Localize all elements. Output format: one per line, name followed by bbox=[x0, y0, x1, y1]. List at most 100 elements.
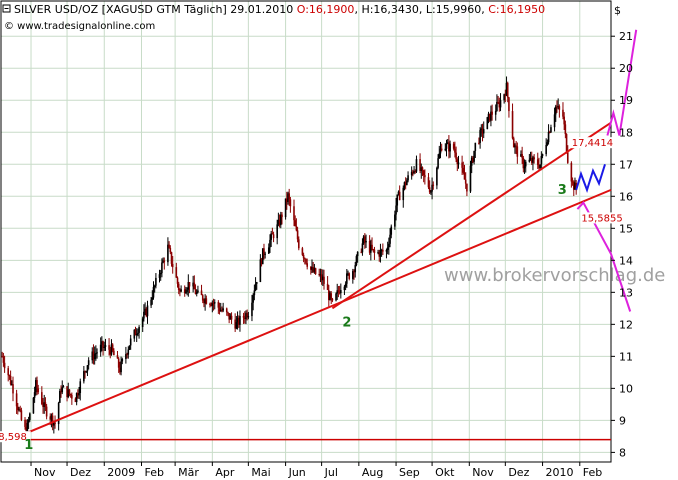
candle-body bbox=[272, 234, 275, 239]
x-tick-label: Feb bbox=[144, 466, 163, 479]
candle-body bbox=[394, 214, 396, 227]
candle-body bbox=[564, 124, 567, 135]
candle-body bbox=[213, 302, 216, 304]
candle-body bbox=[45, 406, 48, 417]
watermark-text: www.brokervorschlag.de bbox=[444, 265, 665, 286]
candle-body bbox=[364, 236, 366, 243]
candle-body bbox=[49, 416, 52, 420]
candle-body bbox=[7, 368, 10, 376]
candle-body bbox=[135, 334, 138, 336]
currency-label: $ bbox=[614, 4, 621, 17]
x-tick-label: Jul bbox=[324, 466, 338, 479]
candle-body bbox=[436, 167, 438, 186]
candle-body bbox=[41, 392, 43, 405]
candle-body bbox=[462, 167, 465, 173]
projection-magenta-up bbox=[606, 29, 638, 136]
candle-body bbox=[26, 422, 29, 438]
candle-body bbox=[245, 313, 247, 320]
wave-label: 3 bbox=[558, 183, 567, 198]
candle-body bbox=[75, 393, 78, 403]
candle-body bbox=[210, 304, 212, 306]
candle-body bbox=[183, 289, 186, 294]
projection-blue bbox=[575, 164, 606, 193]
candle-body bbox=[566, 152, 569, 163]
candle-body bbox=[498, 102, 501, 108]
candle-body bbox=[570, 162, 573, 182]
candle-body bbox=[370, 244, 372, 253]
candle-body bbox=[155, 277, 157, 286]
x-tick-label: 2009 bbox=[107, 466, 135, 479]
projection-magenta-down bbox=[576, 201, 632, 312]
candle-body bbox=[50, 415, 53, 420]
candle-body bbox=[36, 380, 38, 389]
candle-body bbox=[455, 152, 457, 160]
candle-body bbox=[565, 134, 568, 153]
candle-body bbox=[153, 285, 156, 287]
candle-body bbox=[169, 247, 172, 253]
y-tick-label: 19 bbox=[619, 94, 633, 107]
candle-body bbox=[312, 267, 315, 272]
candle-body bbox=[457, 162, 460, 165]
candle-body bbox=[193, 282, 196, 290]
candle-body bbox=[222, 308, 224, 311]
candle-body bbox=[430, 191, 432, 193]
candle-body bbox=[379, 249, 382, 257]
candle-body bbox=[278, 219, 281, 226]
candle-body bbox=[218, 307, 221, 312]
candle-body bbox=[32, 397, 35, 414]
candle-body bbox=[439, 148, 442, 154]
candle-body bbox=[203, 300, 205, 304]
candle-body bbox=[243, 317, 246, 320]
candle-body bbox=[380, 249, 383, 251]
candle-body bbox=[438, 153, 441, 159]
candle-body bbox=[499, 100, 502, 108]
candle-body bbox=[60, 390, 62, 393]
candle-body bbox=[69, 394, 72, 396]
candle-body bbox=[311, 267, 313, 270]
price-level-bg bbox=[0, 431, 31, 443]
candle-body bbox=[133, 329, 136, 339]
candle-body bbox=[473, 150, 475, 162]
candle-body bbox=[481, 128, 484, 134]
candle-body bbox=[61, 387, 64, 393]
candle-body bbox=[271, 233, 274, 235]
trendline-layer bbox=[1, 29, 638, 441]
candle-body bbox=[313, 268, 316, 272]
candle-body bbox=[338, 291, 341, 294]
candle-body bbox=[259, 259, 262, 283]
candle-body bbox=[103, 346, 106, 348]
candle-body bbox=[200, 290, 203, 296]
candle-body bbox=[541, 154, 544, 157]
y-tick-label: 17 bbox=[619, 158, 633, 171]
candle-body bbox=[141, 318, 144, 327]
y-tick-label: 16 bbox=[619, 190, 633, 203]
candle-body bbox=[491, 111, 493, 115]
candle-body bbox=[556, 106, 558, 108]
candle-body bbox=[504, 94, 507, 96]
candle-body bbox=[225, 308, 228, 313]
candle-body bbox=[228, 313, 230, 320]
candle-body bbox=[488, 113, 491, 121]
x-tick-label: Dez bbox=[70, 466, 91, 479]
price-level-label: 15,5855 bbox=[581, 213, 622, 224]
x-tick-label: Nov bbox=[34, 466, 56, 479]
candle-body bbox=[289, 199, 292, 207]
candle-body bbox=[322, 276, 324, 281]
candle-body bbox=[66, 386, 68, 398]
candle-body bbox=[486, 117, 489, 130]
candle-body bbox=[378, 252, 381, 257]
candle-body bbox=[24, 419, 26, 427]
candle-body bbox=[469, 165, 472, 192]
candle-body bbox=[452, 143, 455, 149]
candle-body bbox=[548, 131, 551, 133]
candle-body bbox=[547, 131, 550, 143]
y-tick-label: 10 bbox=[619, 382, 633, 395]
trendline bbox=[25, 188, 612, 435]
candle-body bbox=[412, 171, 414, 174]
header-source: © www.tradesignalonline.com bbox=[4, 21, 155, 32]
candle-body bbox=[403, 182, 406, 188]
candle-body bbox=[294, 220, 296, 227]
candle-body bbox=[92, 351, 95, 360]
candle-body bbox=[293, 206, 295, 221]
